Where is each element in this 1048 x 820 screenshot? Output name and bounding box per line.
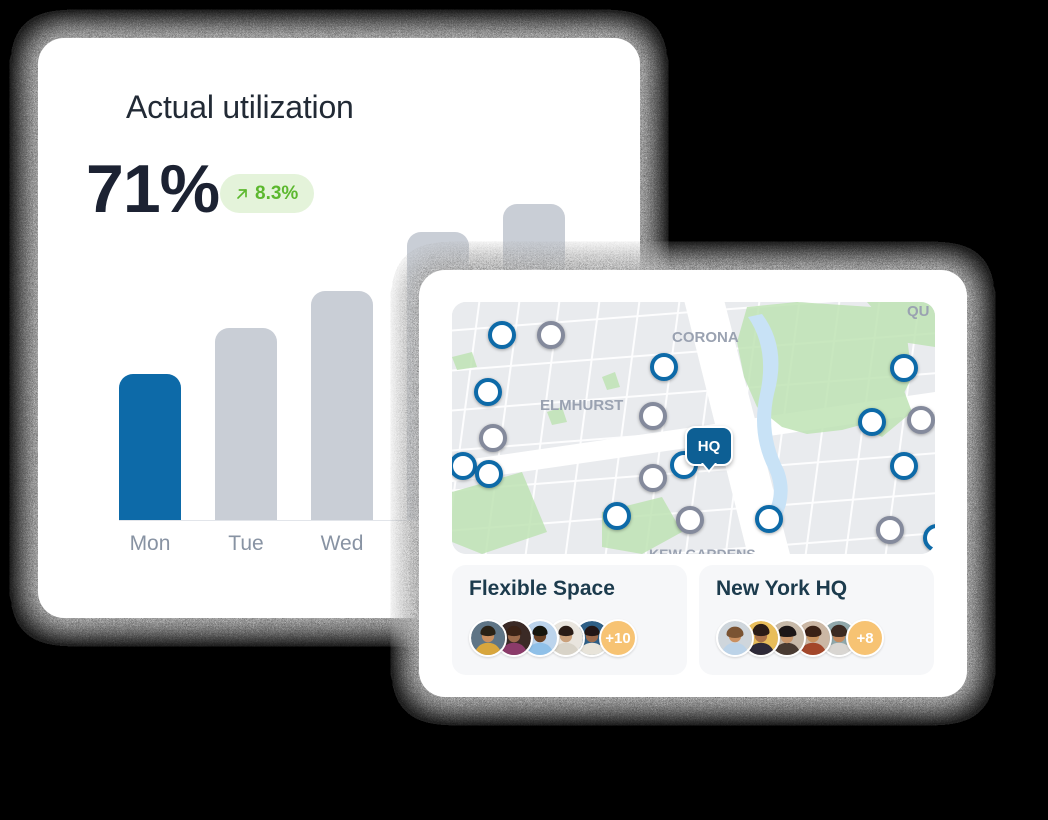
svg-text:KEW GARDENS: KEW GARDENS <box>649 546 756 554</box>
svg-text:ELMHURST: ELMHURST <box>540 397 623 414</box>
svg-text:QU: QU <box>907 303 930 320</box>
svg-text:CORONA: CORONA <box>672 329 739 346</box>
